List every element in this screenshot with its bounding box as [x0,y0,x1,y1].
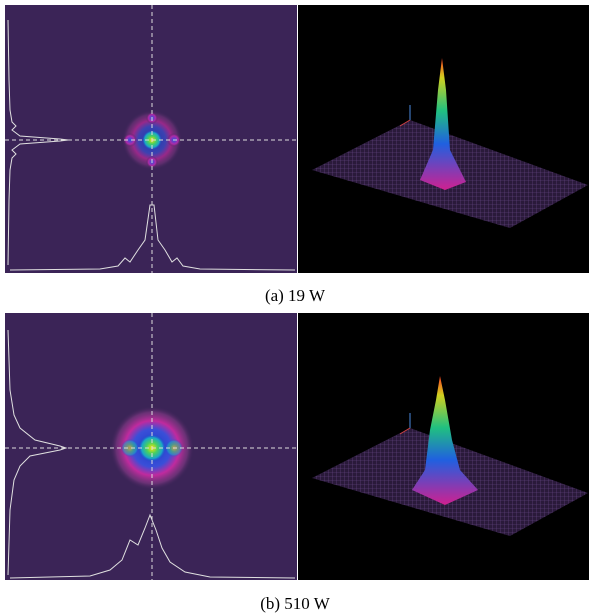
caption: (b) 510 W [260,594,331,613]
caption: (a) 19 W [265,286,326,305]
side-lobe [121,439,139,457]
figure: (a) 19 W (b) 510 W [0,0,589,615]
page: (a) 19 W (b) 510 W (() => { const data =… [0,0,589,615]
panel-a: (a) 19 W [5,5,589,305]
panel-b: (b) 510 W [5,313,589,613]
